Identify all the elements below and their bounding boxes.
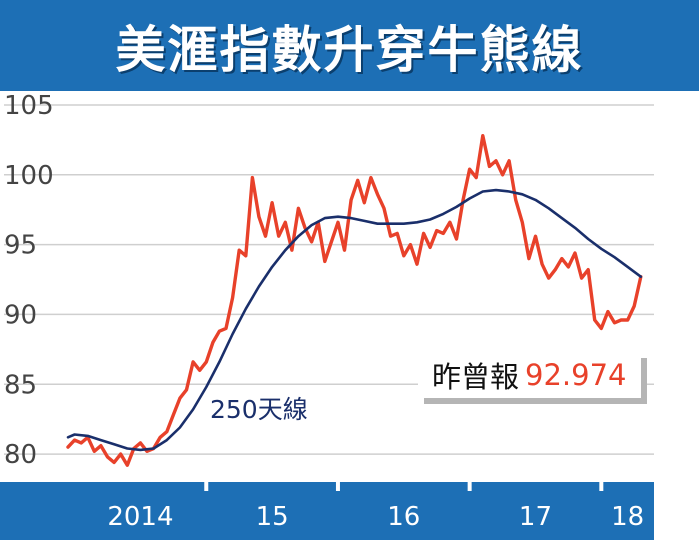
y-tick-label-105: 105 <box>4 91 54 121</box>
gridlines <box>4 104 654 455</box>
dollar-index-chart: 80 85 90 95 100 105 2014 15 16 17 18 250天線 <box>0 91 654 540</box>
series-lines <box>66 134 643 467</box>
y-tick-label-85: 85 <box>4 370 37 400</box>
latest-value-callout: 昨曾報 92.974 <box>418 352 641 398</box>
x-tick-label-2014: 2014 <box>107 502 173 532</box>
dollar-index-line <box>66 134 643 467</box>
x-tick-label-15: 15 <box>256 502 289 532</box>
chart-title-banner: 美滙指數升穿牛熊線 <box>0 0 699 91</box>
x-tick-label-17: 17 <box>519 502 552 532</box>
ma-250-label: 250天線 <box>210 395 308 424</box>
callout-label: 昨曾報 <box>432 360 520 394</box>
x-axis-bar <box>0 482 654 540</box>
chart-title: 美滙指數升穿牛熊線 <box>115 20 584 79</box>
x-axis-year-dividers <box>204 475 604 491</box>
x-tick-label-18: 18 <box>611 502 644 532</box>
y-tick-label-100: 100 <box>4 161 54 191</box>
callout-value: 92.974 <box>525 358 627 392</box>
x-tick-label-16: 16 <box>387 502 420 532</box>
y-axis-tick-labels: 80 85 90 95 100 105 <box>4 91 54 470</box>
y-tick-label-90: 90 <box>4 300 37 330</box>
y-tick-label-80: 80 <box>4 440 37 470</box>
y-tick-label-95: 95 <box>4 231 37 261</box>
ma-250-line <box>66 188 643 452</box>
x-axis-tick-labels: 2014 15 16 17 18 <box>107 502 644 532</box>
